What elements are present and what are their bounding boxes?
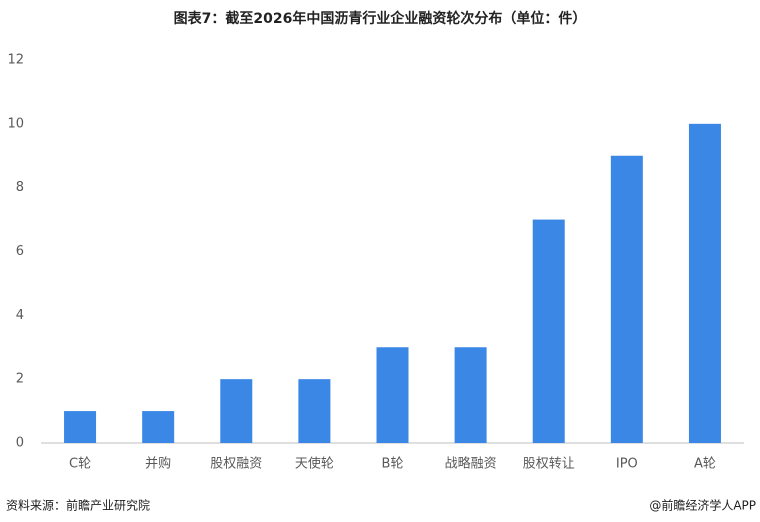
- bar: [688, 123, 721, 443]
- x-tick-label: B轮: [382, 457, 404, 472]
- credit: @前瞻经济学人APP: [649, 498, 756, 513]
- x-tick-label: IPO: [616, 457, 638, 472]
- source-note: 资料来源：前瞻产业研究院: [6, 498, 150, 513]
- x-tick-label: 战略融资: [445, 456, 497, 472]
- bar: [532, 219, 565, 443]
- bar: [610, 155, 643, 443]
- y-tick-label: 12: [7, 53, 24, 68]
- x-tick-label: 天使轮: [295, 456, 334, 472]
- bar: [454, 347, 487, 443]
- x-tick-label: 并购: [145, 456, 171, 472]
- y-tick-label: 0: [16, 436, 24, 451]
- y-tick-label: 10: [7, 116, 24, 131]
- y-tick-label: 2: [16, 372, 24, 387]
- x-tick-label: A轮: [694, 457, 716, 472]
- x-tick-label: 股权转让: [523, 456, 575, 472]
- bar: [64, 411, 97, 443]
- y-tick-label: 6: [16, 244, 24, 259]
- bar: [142, 411, 175, 443]
- y-tick-label: 8: [16, 180, 24, 195]
- x-tick-label: C轮: [69, 457, 91, 472]
- chart-title: 图表7：截至2026年中国沥青行业企业融资轮次分布（单位：件）: [174, 10, 587, 27]
- bar: [376, 347, 409, 443]
- y-tick-label: 4: [16, 308, 24, 323]
- x-tick-label: 股权融资: [210, 456, 262, 472]
- bar: [298, 379, 331, 443]
- bar: [220, 379, 253, 443]
